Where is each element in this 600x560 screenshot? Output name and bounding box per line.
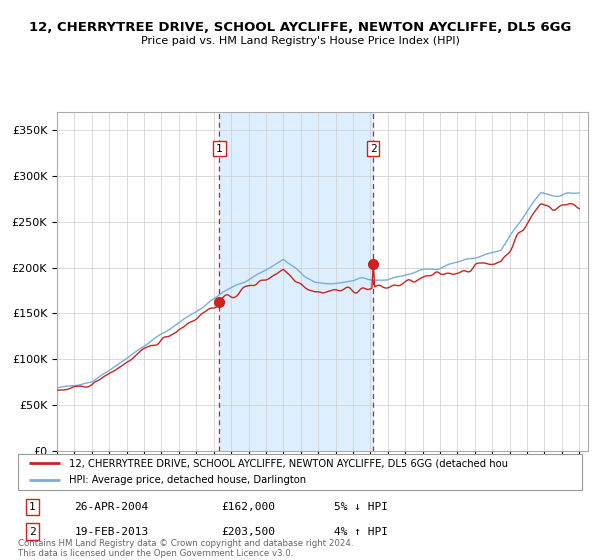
Text: 12, CHERRYTREE DRIVE, SCHOOL AYCLIFFE, NEWTON AYCLIFFE, DL5 6GG (detached hou: 12, CHERRYTREE DRIVE, SCHOOL AYCLIFFE, N… — [69, 459, 508, 468]
Text: £162,000: £162,000 — [221, 502, 275, 512]
Text: £203,500: £203,500 — [221, 526, 275, 536]
Text: 19-FEB-2013: 19-FEB-2013 — [74, 526, 149, 536]
Text: 1: 1 — [216, 143, 223, 153]
Text: Price paid vs. HM Land Registry's House Price Index (HPI): Price paid vs. HM Land Registry's House … — [140, 36, 460, 46]
Text: HPI: Average price, detached house, Darlington: HPI: Average price, detached house, Darl… — [69, 475, 306, 485]
Text: 26-APR-2004: 26-APR-2004 — [74, 502, 149, 512]
Text: 1: 1 — [29, 502, 35, 512]
FancyBboxPatch shape — [18, 454, 582, 490]
Bar — [220, 112, 373, 451]
Text: 4% ↑ HPI: 4% ↑ HPI — [334, 526, 388, 536]
Text: 5% ↓ HPI: 5% ↓ HPI — [334, 502, 388, 512]
Text: 2: 2 — [370, 143, 377, 153]
Text: Contains HM Land Registry data © Crown copyright and database right 2024.
This d: Contains HM Land Registry data © Crown c… — [18, 539, 353, 558]
Text: 12, CHERRYTREE DRIVE, SCHOOL AYCLIFFE, NEWTON AYCLIFFE, DL5 6GG: 12, CHERRYTREE DRIVE, SCHOOL AYCLIFFE, N… — [29, 21, 571, 34]
Text: 2: 2 — [29, 526, 35, 536]
